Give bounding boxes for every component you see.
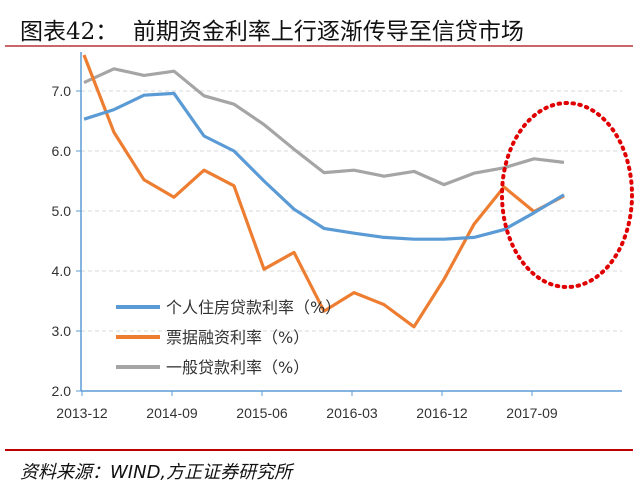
title-divider xyxy=(5,45,633,47)
y-tick-label: 5.0 xyxy=(52,203,72,219)
highlight-ellipse xyxy=(500,101,634,289)
figure-title: 图表42： 前期资金利率上行逐渐传导至信贷市场 xyxy=(20,19,524,45)
y-tick-label: 3.0 xyxy=(52,323,72,339)
series-line-2 xyxy=(83,67,565,187)
footer-divider xyxy=(5,449,633,451)
x-tick-label: 2016-12 xyxy=(416,405,468,421)
legend-label: 一般贷款利率（%） xyxy=(166,358,309,377)
y-tick-label: 2.0 xyxy=(52,383,72,399)
legend-label: 票据融资利率（%） xyxy=(166,328,309,347)
x-tick-label: 2016-03 xyxy=(326,405,378,421)
x-tick-label: 2017-09 xyxy=(506,405,558,421)
source-note: 资料来源：WIND,方正证券研究所 xyxy=(20,462,293,483)
series-line-0 xyxy=(83,91,565,241)
x-tick-label: 2014-09 xyxy=(146,405,198,421)
y-tick-label: 4.0 xyxy=(52,263,72,279)
x-tick-label: 2013-12 xyxy=(56,405,108,421)
x-tick-label: 2015-06 xyxy=(236,405,288,421)
series-line-1 xyxy=(82,54,565,329)
line-chart: 2.0 3.0 4.0 5.0 6.0 7.0 2013-12 2014-09 2015-06 2… xyxy=(52,52,634,421)
y-tick-label: 7.0 xyxy=(52,83,72,99)
y-tick-label: 6.0 xyxy=(52,143,72,159)
legend-label: 个人住房贷款利率（%） xyxy=(166,298,341,317)
